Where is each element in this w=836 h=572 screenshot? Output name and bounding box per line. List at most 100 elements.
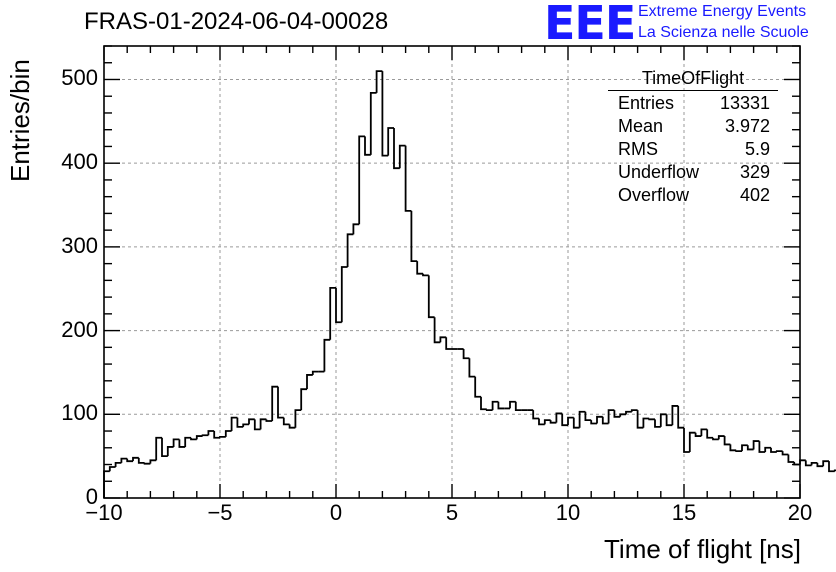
histogram-bin bbox=[468, 358, 476, 378]
x-tick-label: −10 bbox=[85, 500, 123, 525]
histogram-bin bbox=[596, 415, 603, 424]
histogram-bin bbox=[752, 440, 760, 450]
y-tick-label: 0 bbox=[85, 484, 98, 509]
eee-logo-mark: EEE bbox=[544, 0, 636, 50]
histogram-bin bbox=[364, 136, 371, 156]
histogram-bin bbox=[474, 376, 481, 398]
eee-logo-line2: La Scienza nelle Scuole bbox=[638, 24, 809, 41]
histogram-bin bbox=[497, 401, 505, 410]
histogram-bin bbox=[311, 370, 319, 375]
x-axis-label: Time of flight [ns] bbox=[604, 534, 801, 564]
histogram-bin bbox=[184, 436, 191, 447]
histogram-bin bbox=[781, 451, 789, 456]
histogram-bin bbox=[613, 410, 621, 418]
stats-label: Overflow bbox=[618, 185, 690, 205]
histogram-bin bbox=[103, 470, 110, 498]
histogram-bin bbox=[688, 431, 696, 452]
histogram-bin bbox=[572, 417, 580, 429]
histogram-bin bbox=[161, 437, 168, 458]
histogram-bin bbox=[178, 439, 186, 448]
y-tick-label: 500 bbox=[61, 65, 98, 91]
grid bbox=[104, 46, 800, 498]
stats-value: 329 bbox=[739, 162, 770, 182]
histogram-bin bbox=[422, 273, 429, 277]
histogram-bin bbox=[584, 411, 592, 422]
y-axis-label: Entries/bin bbox=[5, 59, 35, 182]
histogram-bin bbox=[404, 145, 412, 212]
histogram-bin bbox=[195, 435, 203, 440]
page-title: FRAS-01-2024-06-04-00028 bbox=[84, 8, 389, 35]
y-tick-label: 200 bbox=[61, 316, 98, 342]
histogram-bin bbox=[636, 410, 644, 429]
histogram-bin bbox=[480, 396, 487, 411]
histogram-bin bbox=[335, 287, 342, 324]
x-tick-label: 15 bbox=[671, 500, 697, 525]
histogram-bin bbox=[306, 374, 313, 390]
y-tick-label: 100 bbox=[61, 400, 98, 426]
histogram-bin bbox=[149, 459, 157, 464]
histogram-bin bbox=[677, 405, 684, 429]
histogram-bin bbox=[764, 446, 771, 452]
histogram-bin bbox=[201, 434, 209, 437]
stats-label: Underflow bbox=[618, 162, 700, 182]
histogram-bin bbox=[514, 401, 522, 412]
histogram-bin bbox=[810, 461, 818, 466]
stats-label: Entries bbox=[618, 93, 675, 113]
stats-row: Overflow 402 bbox=[608, 185, 778, 208]
histogram-bin bbox=[532, 410, 539, 420]
histogram-bin bbox=[358, 135, 365, 225]
stats-value: 402 bbox=[739, 185, 770, 205]
histogram-bin bbox=[253, 419, 261, 431]
histogram-bin bbox=[555, 412, 563, 423]
histogram-bin bbox=[787, 454, 795, 463]
histogram-bin bbox=[265, 419, 273, 422]
histogram-bin bbox=[590, 420, 597, 425]
histogram-bin bbox=[155, 436, 162, 461]
histogram-bin bbox=[630, 409, 638, 412]
histogram-bin bbox=[491, 400, 499, 411]
histogram-bin bbox=[398, 144, 406, 169]
stats-row: Entries 13331 bbox=[608, 93, 778, 116]
histogram-bin bbox=[300, 388, 307, 411]
histogram-bin bbox=[549, 420, 557, 424]
histogram-bin bbox=[369, 91, 377, 155]
histogram-bin bbox=[433, 317, 441, 344]
histogram-bin bbox=[700, 428, 708, 437]
histogram-bin bbox=[143, 462, 151, 465]
histogram-bin bbox=[485, 409, 493, 412]
stats-rows: Entries 13331 Mean 3.972 RMS 5.9 Underflow 329 O… bbox=[608, 93, 778, 208]
histogram-bin bbox=[375, 70, 383, 93]
histogram-bin bbox=[822, 460, 829, 467]
x-tick-label: 10 bbox=[555, 500, 581, 525]
histogram-bin bbox=[416, 261, 423, 275]
histogram-bin bbox=[833, 469, 836, 472]
histogram-bin bbox=[706, 429, 713, 439]
histogram-bars bbox=[103, 70, 836, 498]
histogram-bin bbox=[659, 413, 667, 427]
eee-logo-line1: Extreme Energy Events bbox=[638, 3, 807, 20]
histogram-bin bbox=[410, 210, 418, 263]
histogram-bin bbox=[120, 457, 128, 463]
histogram-bin bbox=[288, 424, 296, 429]
histogram-bin bbox=[213, 431, 220, 439]
histogram-bin bbox=[538, 418, 545, 426]
stats-row: Underflow 329 bbox=[608, 162, 778, 185]
histogram-bin bbox=[741, 444, 748, 452]
histogram-bin bbox=[601, 416, 609, 425]
y-tick-label: 300 bbox=[61, 232, 98, 258]
histogram-bin bbox=[804, 460, 812, 467]
histogram-bin bbox=[561, 413, 568, 427]
stats-box: TimeOfFlight Entries 13331 Mean 3.972 RMS 5.9… bbox=[608, 68, 778, 208]
histogram-bin bbox=[190, 437, 197, 441]
histogram-bin bbox=[735, 450, 742, 453]
histogram-bin bbox=[828, 461, 835, 473]
histogram-bin bbox=[346, 233, 354, 267]
histogram-bin bbox=[665, 414, 673, 427]
histogram-bin bbox=[648, 418, 655, 421]
histogram-bin bbox=[694, 432, 702, 437]
histogram-bin bbox=[282, 417, 290, 426]
histogram-bin bbox=[654, 419, 661, 428]
histogram-bin bbox=[683, 427, 690, 453]
histogram-bin bbox=[329, 287, 336, 340]
